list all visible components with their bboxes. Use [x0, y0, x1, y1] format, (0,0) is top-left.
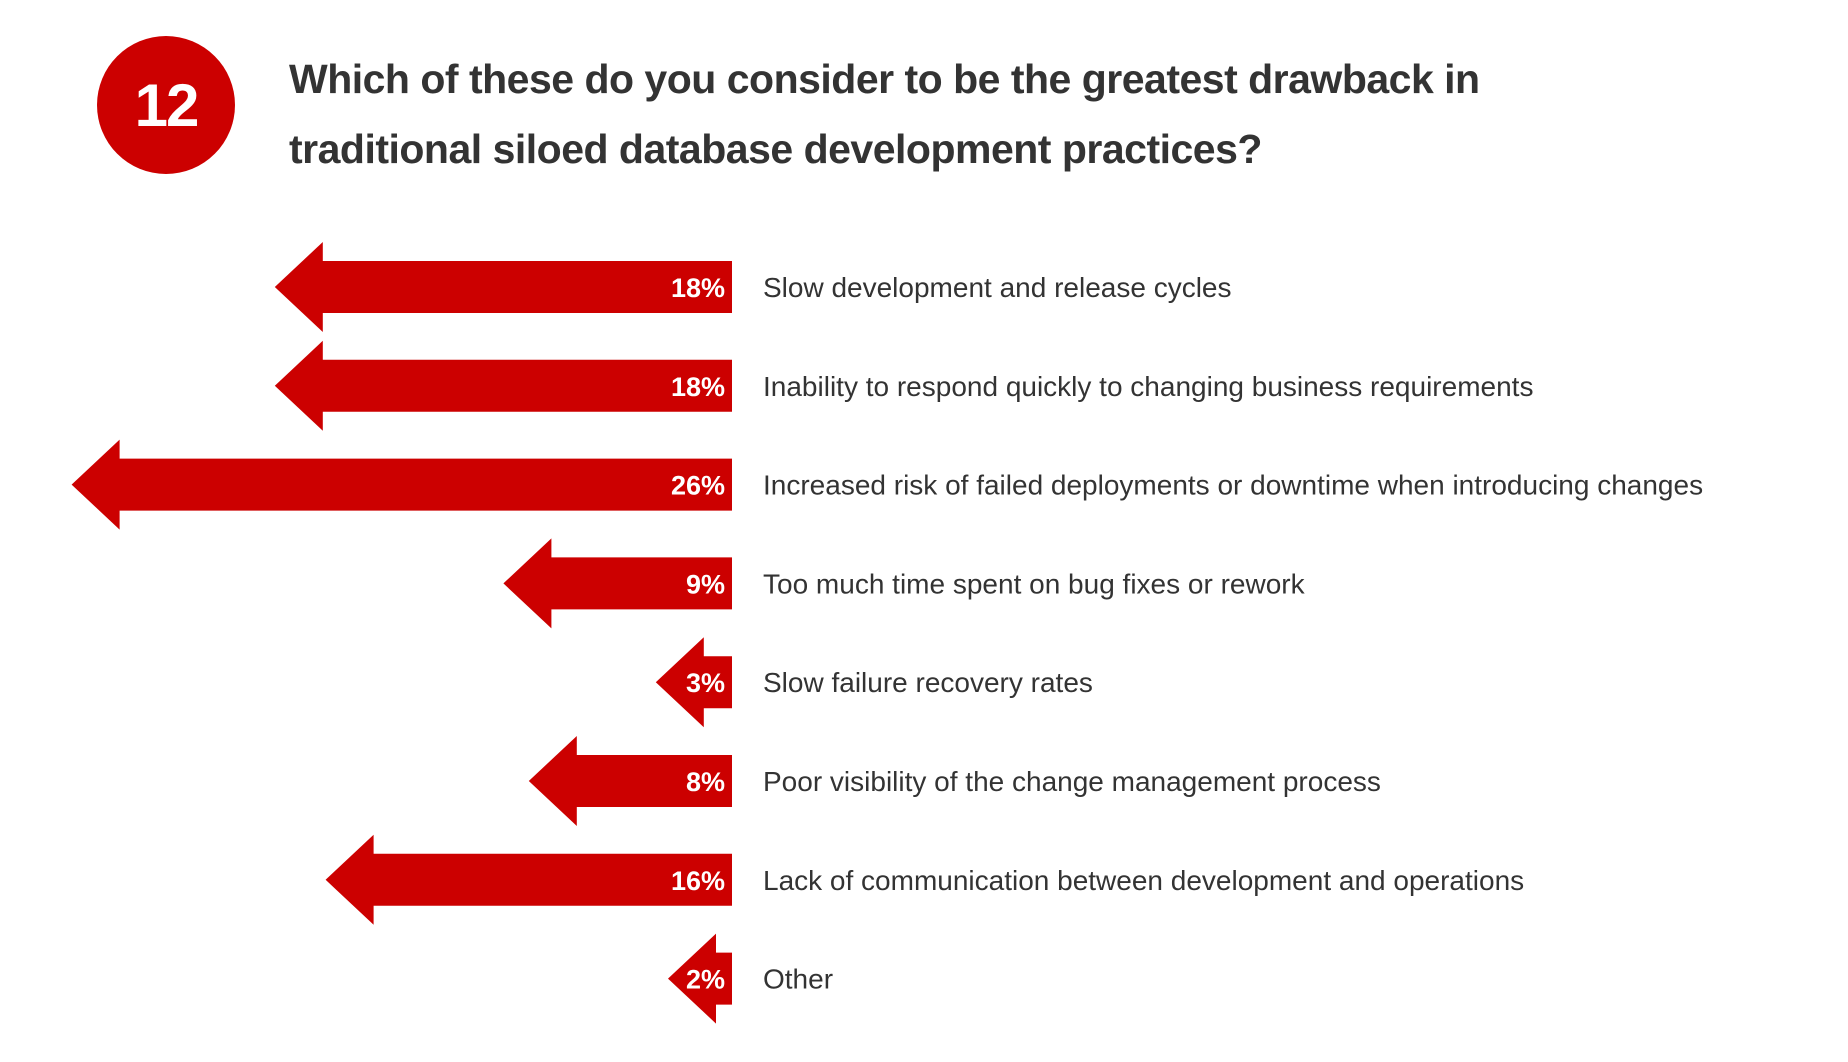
value-label: 9% [686, 569, 725, 599]
question-title: Which of these do you consider to be the… [289, 44, 1589, 184]
arrow-bar [503, 538, 732, 629]
arrow-bar [528, 736, 732, 826]
value-label: 2% [686, 965, 725, 995]
value-label: 26% [671, 471, 725, 501]
category-label: Other [763, 964, 833, 995]
category-label: Inability to respond quickly to changing… [763, 371, 1533, 402]
arrow-bar [668, 933, 732, 1024]
value-label: 3% [686, 668, 725, 698]
question-title-line-1: Which of these do you consider to be the… [289, 56, 1480, 102]
value-label: 8% [686, 767, 725, 797]
category-label: Slow failure recovery rates [763, 667, 1093, 698]
question-title-line-2: traditional siloed database development … [289, 126, 1262, 172]
arrow-bar [325, 834, 732, 925]
category-label: Poor visibility of the change management… [763, 766, 1381, 797]
category-label: Lack of communication between developmen… [763, 865, 1524, 896]
question-number-badge: 12 [97, 36, 235, 174]
category-label: Too much time spent on bug fixes or rewo… [763, 568, 1306, 599]
category-label: Slow development and release cycles [763, 272, 1231, 303]
category-label: Increased risk of failed deployments or … [763, 470, 1703, 501]
arrow-bar [274, 242, 732, 332]
value-label: 16% [671, 866, 725, 896]
arrow-bar [655, 637, 732, 728]
arrow-bar [274, 340, 732, 431]
value-label: 18% [671, 273, 725, 303]
value-label: 18% [671, 372, 725, 402]
arrow-bar [71, 439, 733, 530]
